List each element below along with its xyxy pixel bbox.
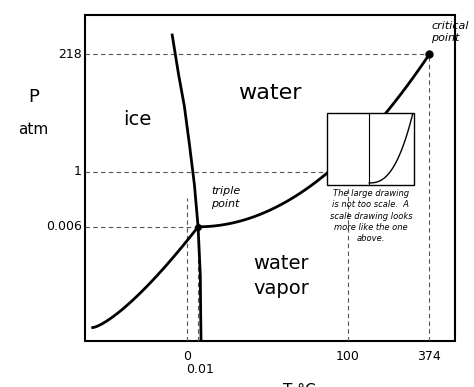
Text: 1: 1 xyxy=(74,165,82,178)
Text: 0.01: 0.01 xyxy=(186,363,214,376)
Text: 374: 374 xyxy=(417,350,441,363)
Bar xyxy=(328,113,414,185)
Text: water
vapor: water vapor xyxy=(253,253,309,298)
Text: P: P xyxy=(28,88,39,106)
Text: 0: 0 xyxy=(183,350,191,363)
Text: 218: 218 xyxy=(58,48,82,61)
Text: T °C: T °C xyxy=(283,383,316,387)
Text: critical
point: critical point xyxy=(431,21,468,43)
Text: ice: ice xyxy=(123,110,151,129)
Text: triple
point: triple point xyxy=(211,186,240,209)
Text: The large drawing
is not too scale.  A
scale drawing looks
more like the one
abo: The large drawing is not too scale. A sc… xyxy=(329,189,412,243)
Text: 100: 100 xyxy=(336,350,360,363)
Text: water: water xyxy=(238,84,302,103)
Text: 0.006: 0.006 xyxy=(46,220,82,233)
Text: atm: atm xyxy=(18,122,49,137)
